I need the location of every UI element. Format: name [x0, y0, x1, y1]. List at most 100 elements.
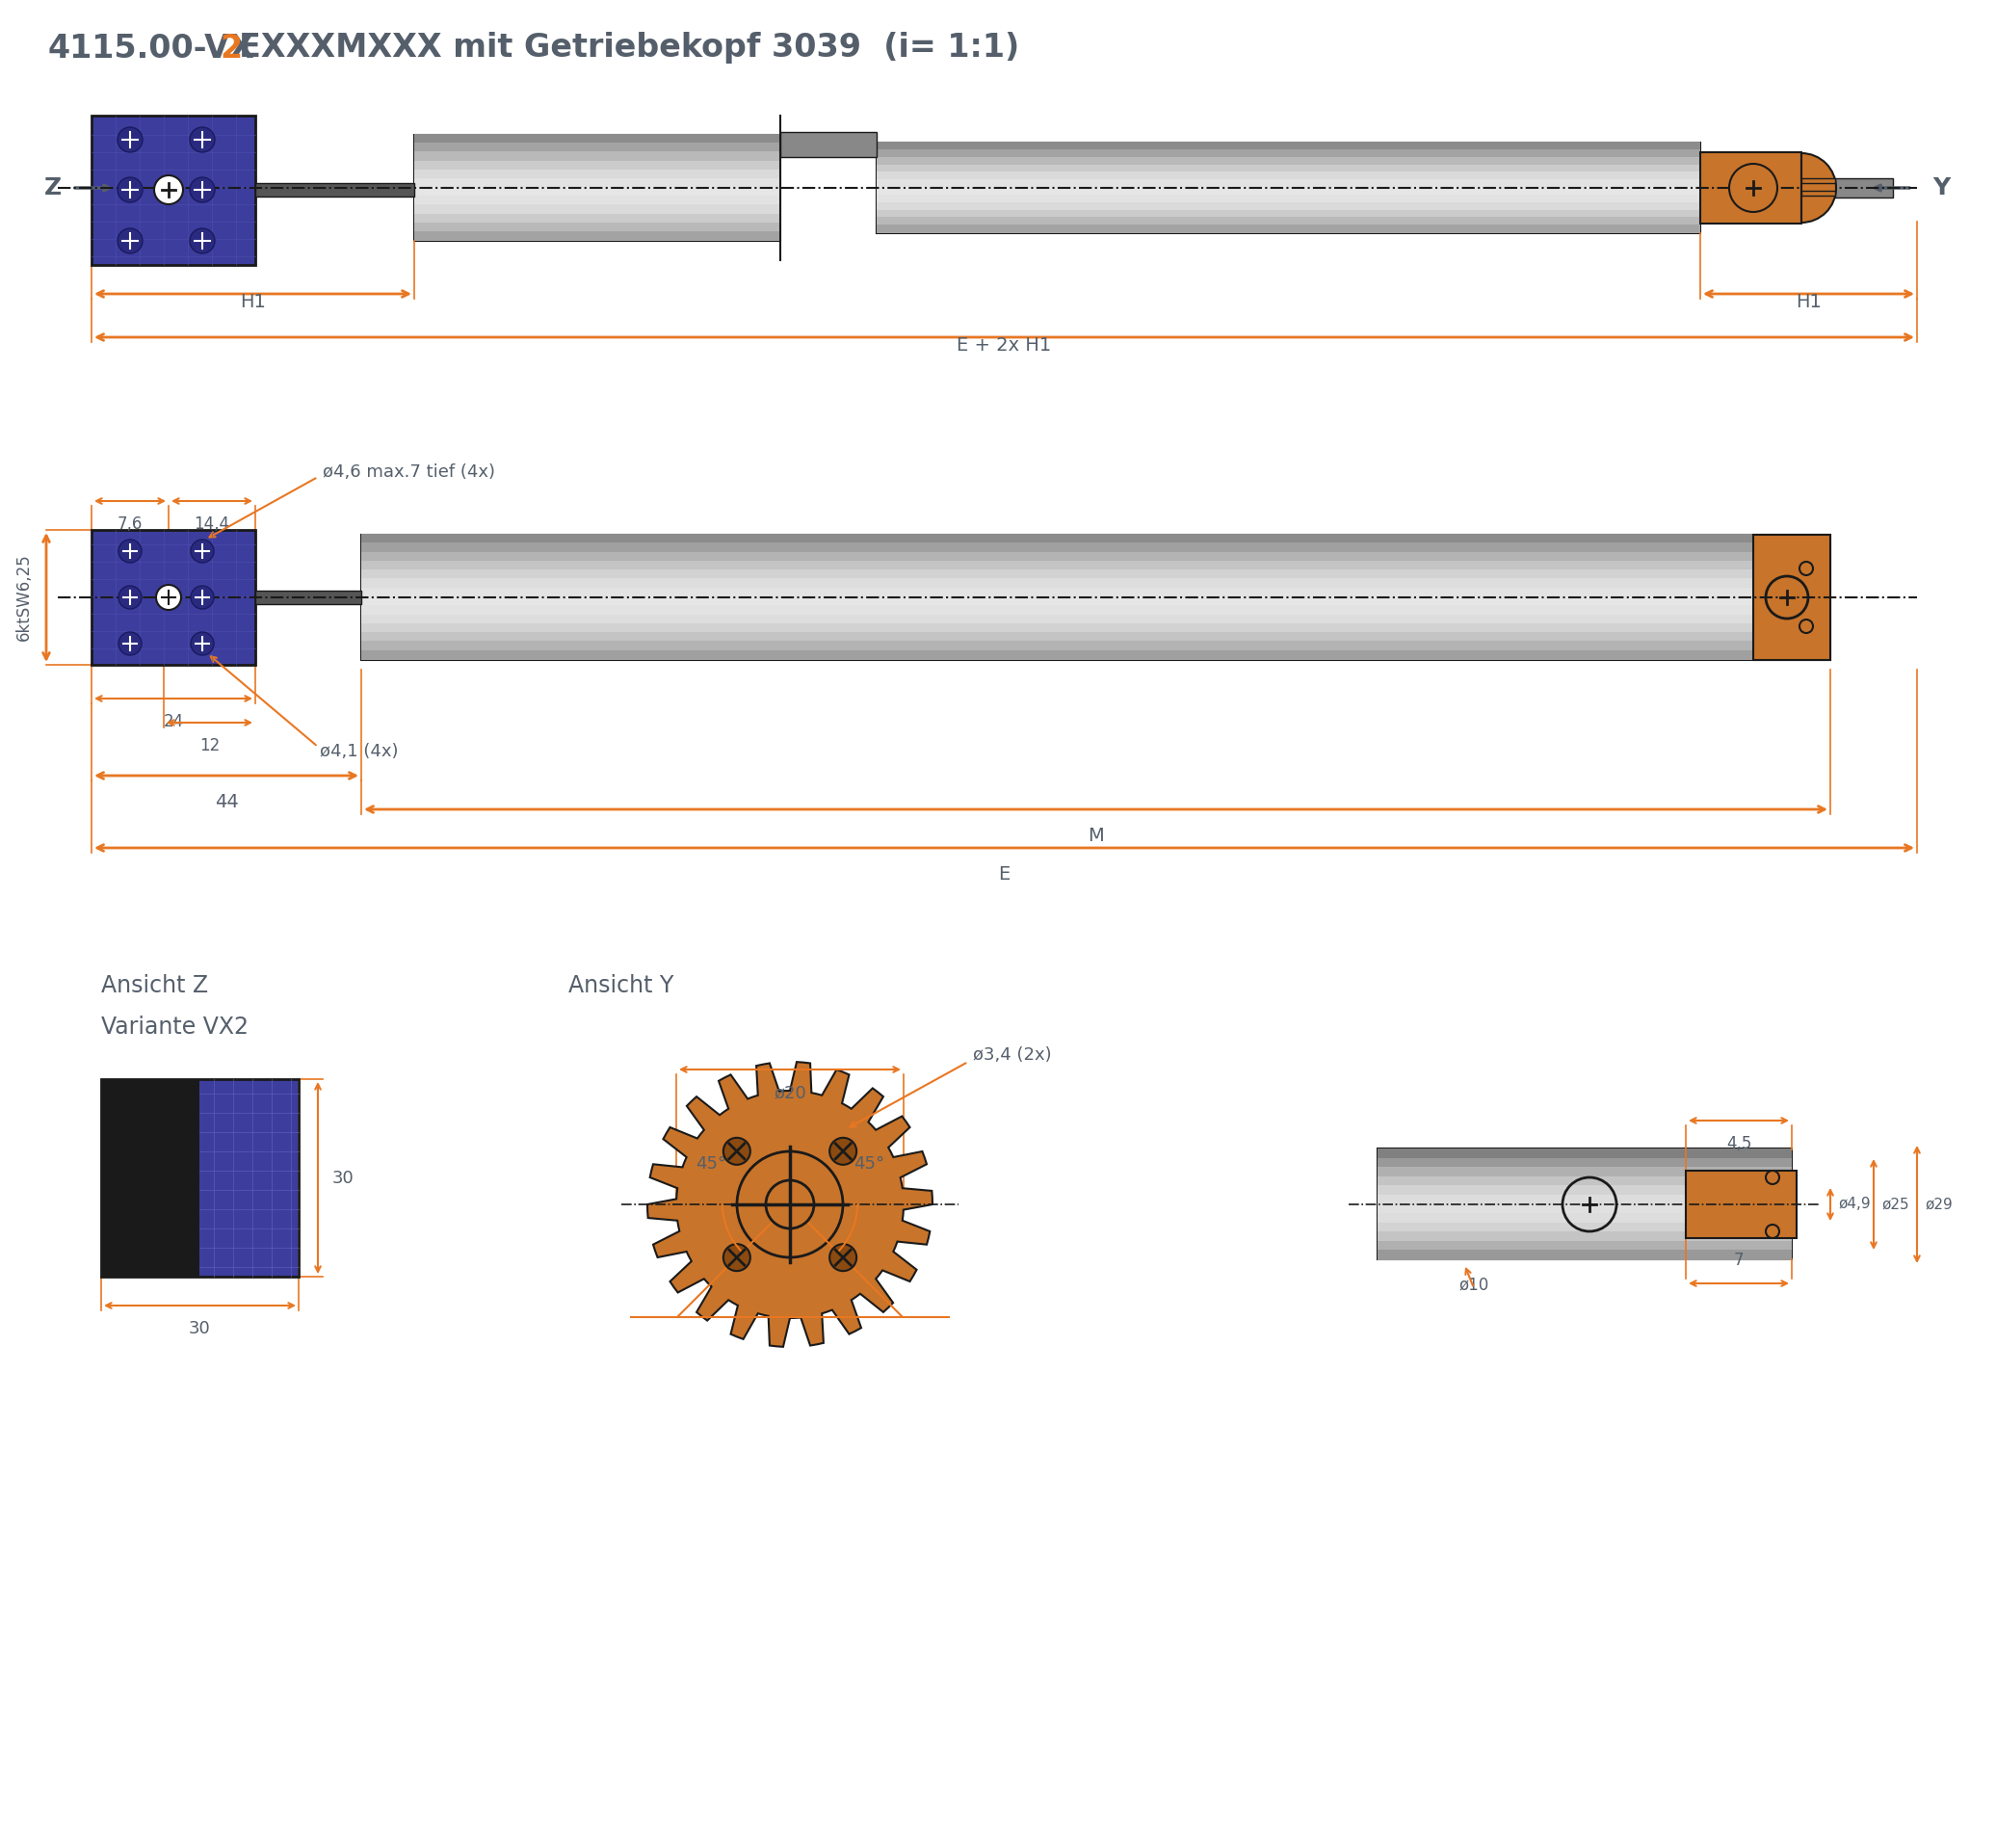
Text: M: M — [1088, 826, 1104, 845]
Bar — [876, 172, 1701, 181]
Bar — [415, 170, 780, 179]
Bar — [1377, 1203, 1792, 1214]
Bar — [415, 152, 780, 161]
Bar — [415, 231, 780, 240]
Bar — [876, 209, 1701, 218]
Bar — [415, 135, 780, 240]
Wedge shape — [1802, 153, 1836, 222]
Bar — [1377, 1222, 1792, 1233]
Bar — [1377, 1194, 1792, 1205]
Bar — [1377, 1185, 1792, 1196]
Text: ø20: ø20 — [774, 1085, 806, 1101]
Bar — [1377, 1148, 1792, 1258]
Bar — [1687, 1170, 1796, 1238]
Text: Ansicht Y: Ansicht Y — [569, 974, 675, 998]
Bar — [876, 216, 1701, 225]
Text: ø4,6 max.7 tief (4x): ø4,6 max.7 tief (4x) — [323, 464, 495, 480]
Text: Z: Z — [44, 176, 62, 200]
Bar — [1834, 177, 1892, 198]
Bar — [876, 164, 1701, 174]
Text: EXXXMXXX mit Getriebekopf 3039  (i= 1:1): EXXXMXXX mit Getriebekopf 3039 (i= 1:1) — [240, 31, 1020, 65]
Bar — [92, 530, 255, 665]
Bar — [361, 543, 1830, 553]
Text: 45°: 45° — [854, 1155, 884, 1173]
Bar — [200, 1079, 297, 1277]
Circle shape — [190, 177, 216, 201]
Circle shape — [723, 1138, 750, 1164]
Bar — [361, 632, 1830, 641]
Text: E: E — [998, 865, 1010, 883]
Circle shape — [1800, 619, 1812, 634]
Bar — [255, 591, 361, 604]
Bar — [361, 534, 1830, 543]
Text: ø25: ø25 — [1882, 1198, 1908, 1212]
Circle shape — [118, 177, 142, 201]
Text: H1: H1 — [1796, 292, 1822, 310]
Bar — [1377, 1212, 1792, 1223]
Text: ø4,1 (4x): ø4,1 (4x) — [319, 743, 399, 760]
Circle shape — [1729, 164, 1776, 213]
Circle shape — [1800, 562, 1812, 575]
Text: ø29: ø29 — [1924, 1198, 1952, 1212]
Circle shape — [118, 128, 142, 152]
Text: Y: Y — [1932, 176, 1950, 200]
Bar — [92, 116, 255, 264]
Bar — [415, 177, 780, 188]
Text: 4115.00-VX: 4115.00-VX — [48, 31, 255, 65]
Bar — [361, 623, 1830, 634]
Text: Ansicht Z: Ansicht Z — [102, 974, 208, 998]
Bar — [1377, 1148, 1792, 1159]
Bar — [1802, 177, 1834, 183]
Bar — [1377, 1157, 1792, 1168]
Bar — [361, 569, 1830, 580]
Circle shape — [830, 1138, 856, 1164]
Bar — [1377, 1249, 1792, 1260]
Bar — [876, 179, 1701, 188]
Bar — [876, 201, 1701, 211]
Text: 7,6: 7,6 — [118, 516, 144, 532]
Text: 30: 30 — [190, 1319, 212, 1338]
Circle shape — [192, 586, 214, 610]
Circle shape — [830, 1244, 856, 1271]
Text: ø4,9: ø4,9 — [1838, 1198, 1870, 1212]
Bar — [415, 133, 780, 144]
Bar — [361, 650, 1830, 660]
Text: 14,4: 14,4 — [194, 516, 230, 532]
Text: 12: 12 — [200, 737, 220, 754]
Text: ø10: ø10 — [1459, 1275, 1489, 1294]
Circle shape — [154, 176, 184, 205]
Text: 2: 2 — [220, 31, 242, 65]
Circle shape — [118, 632, 142, 656]
Bar — [361, 614, 1830, 625]
Bar — [361, 553, 1830, 562]
Bar — [1752, 534, 1830, 660]
Bar — [361, 560, 1830, 571]
Polygon shape — [647, 1063, 932, 1347]
Bar — [876, 187, 1701, 196]
Bar — [876, 157, 1701, 164]
Text: 4,5: 4,5 — [1727, 1135, 1752, 1153]
Bar — [780, 131, 876, 157]
Bar — [1377, 1231, 1792, 1242]
Bar — [876, 142, 1701, 150]
Bar — [1377, 1166, 1792, 1177]
Bar — [255, 183, 415, 196]
Circle shape — [190, 229, 216, 253]
Text: Variante VX2: Variante VX2 — [102, 1016, 250, 1039]
Bar — [361, 588, 1830, 597]
Text: 24: 24 — [164, 713, 184, 730]
Bar — [415, 196, 780, 205]
Bar — [361, 534, 1830, 660]
Bar — [876, 142, 1701, 233]
Text: 30: 30 — [333, 1170, 353, 1186]
Circle shape — [723, 1244, 750, 1271]
Bar — [361, 641, 1830, 650]
Bar — [415, 142, 780, 153]
Circle shape — [1766, 1170, 1778, 1185]
Circle shape — [156, 584, 182, 610]
Bar — [1802, 190, 1834, 196]
Circle shape — [118, 586, 142, 610]
Circle shape — [118, 229, 142, 253]
Bar — [876, 225, 1701, 233]
Circle shape — [1766, 1225, 1778, 1238]
